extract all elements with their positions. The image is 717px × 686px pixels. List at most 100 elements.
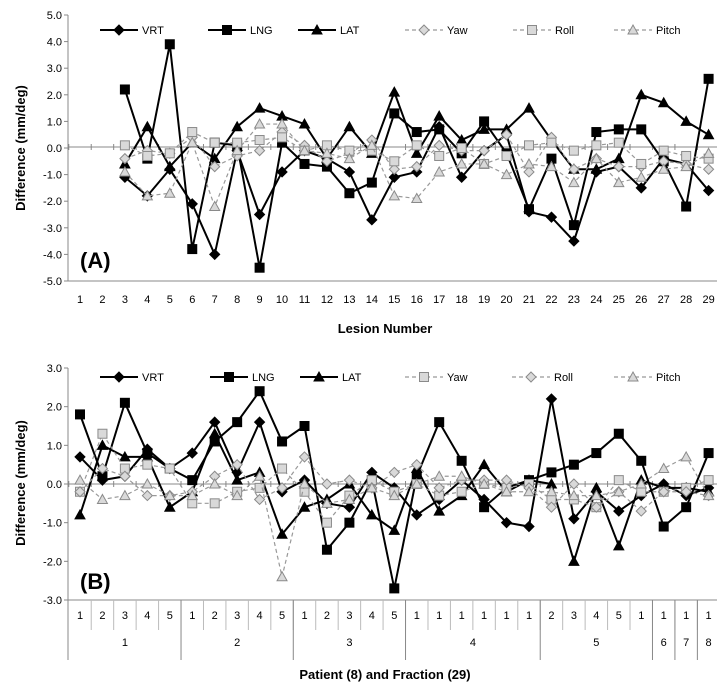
x-tick-label-a: 22 bbox=[545, 294, 557, 306]
data-point-lat bbox=[253, 102, 266, 113]
data-point-pitch bbox=[478, 157, 490, 169]
data-point-roll bbox=[501, 150, 512, 161]
data-point-vrt bbox=[186, 447, 198, 459]
data-point-vrt bbox=[208, 248, 221, 261]
data-point-pitch bbox=[163, 187, 176, 198]
data-point-roll bbox=[590, 501, 603, 513]
legend-marker-lat bbox=[311, 23, 323, 35]
data-point-vrt bbox=[702, 184, 715, 197]
x-tick-label-a: 5 bbox=[167, 294, 173, 306]
data-point-vrt bbox=[253, 416, 266, 428]
y-tick-label-a: -5.0 bbox=[43, 276, 62, 288]
data-point-vrt bbox=[276, 166, 288, 178]
data-point-lat bbox=[612, 539, 625, 551]
x-tick-label-a: 19 bbox=[478, 294, 490, 306]
data-point-yaw bbox=[478, 144, 490, 157]
x-tick-label-b: 4 bbox=[369, 610, 375, 622]
data-point-vrt bbox=[343, 501, 356, 513]
panel-label-b: (B) bbox=[80, 569, 111, 594]
data-point-yaw bbox=[187, 498, 198, 509]
data-point-vrt bbox=[568, 513, 580, 525]
legend-marker-vrt bbox=[113, 24, 125, 36]
data-point-vrt bbox=[500, 516, 513, 529]
data-point-roll bbox=[321, 478, 333, 490]
data-point-lng bbox=[434, 124, 445, 135]
y-axis-label-b: Difference (mm/deg) bbox=[13, 420, 28, 546]
legend-marker-yaw bbox=[418, 24, 430, 36]
x-tick-label-a: 6 bbox=[189, 294, 195, 306]
data-point-vrt bbox=[411, 509, 423, 521]
data-point-vrt bbox=[545, 211, 558, 223]
data-point-lng bbox=[636, 124, 647, 135]
legend-label-pitch: Pitch bbox=[656, 25, 680, 37]
data-point-lat bbox=[231, 474, 243, 485]
data-point-lng bbox=[119, 84, 130, 95]
x-tick-label-a: 23 bbox=[568, 294, 580, 306]
group-label: 3 bbox=[346, 637, 352, 649]
data-point-vrt bbox=[613, 505, 625, 517]
x-tick-label-b: 1 bbox=[436, 610, 442, 622]
data-point-pitch bbox=[208, 477, 221, 489]
x-tick-label-a: 4 bbox=[144, 294, 150, 306]
legend-label-lng: LNG bbox=[252, 372, 275, 384]
data-point-lng bbox=[591, 448, 602, 459]
x-tick-label-b: 1 bbox=[301, 610, 307, 622]
data-point-pitch bbox=[388, 189, 401, 201]
data-point-vrt bbox=[388, 171, 401, 183]
data-point-lng bbox=[389, 583, 400, 594]
data-point-pitch bbox=[74, 474, 86, 485]
x-tick-label-a: 20 bbox=[500, 294, 512, 306]
legend-label-roll: Roll bbox=[554, 372, 573, 384]
data-point-pitch bbox=[141, 477, 154, 489]
data-point-roll bbox=[388, 466, 401, 479]
data-point-lng bbox=[703, 448, 714, 459]
data-point-lng bbox=[591, 127, 602, 138]
data-point-vrt bbox=[186, 198, 198, 210]
x-tick-label-b: 2 bbox=[548, 610, 554, 622]
legend-label-lat: LAT bbox=[340, 25, 360, 37]
data-point-yaw bbox=[97, 428, 108, 439]
data-point-lat bbox=[702, 128, 715, 140]
data-point-pitch bbox=[635, 171, 648, 182]
data-point-lat bbox=[657, 96, 670, 108]
data-point-roll bbox=[74, 486, 86, 498]
data-point-pitch bbox=[433, 165, 446, 177]
data-point-lat bbox=[163, 160, 176, 172]
x-tick-label-a: 13 bbox=[343, 294, 355, 306]
y-tick-label-a: 1.0 bbox=[47, 116, 62, 128]
data-point-pitch bbox=[702, 147, 715, 158]
y-tick-label-b: 0.0 bbox=[47, 479, 62, 491]
data-point-yaw bbox=[119, 152, 131, 165]
data-point-vrt bbox=[74, 451, 86, 463]
data-point-lng bbox=[75, 409, 85, 420]
data-point-lat bbox=[635, 88, 648, 100]
data-point-lat bbox=[680, 115, 692, 126]
data-point-roll bbox=[141, 489, 154, 502]
data-point-roll bbox=[635, 505, 647, 517]
data-point-roll bbox=[500, 474, 513, 486]
data-point-yaw bbox=[702, 163, 715, 175]
series-roll-a bbox=[119, 127, 714, 169]
panel-label-a: (A) bbox=[80, 248, 111, 273]
data-point-roll bbox=[389, 156, 400, 167]
legend-marker-roll bbox=[527, 25, 537, 35]
data-point-yaw bbox=[253, 144, 266, 157]
data-point-roll bbox=[657, 486, 670, 498]
data-point-yaw bbox=[388, 163, 401, 175]
x-tick-label-a: 3 bbox=[122, 294, 128, 306]
data-point-vrt bbox=[545, 393, 558, 405]
x-tick-label-a: 14 bbox=[366, 294, 378, 306]
data-point-pitch bbox=[186, 136, 199, 148]
data-point-yaw bbox=[277, 463, 288, 474]
x-tick-label-b: 1 bbox=[459, 610, 465, 622]
x-tick-label-b: 1 bbox=[481, 610, 487, 622]
x-tick-label-a: 17 bbox=[433, 294, 445, 306]
legend-marker-roll bbox=[525, 371, 537, 383]
data-point-vrt bbox=[455, 171, 468, 183]
x-tick-label-a: 16 bbox=[411, 294, 423, 306]
x-tick-label-a: 1 bbox=[77, 294, 83, 306]
data-point-roll bbox=[231, 458, 243, 471]
x-tick-label-a: 8 bbox=[234, 294, 240, 306]
x-tick-label-a: 12 bbox=[321, 294, 333, 306]
x-axis-label-b: Patient (8) and Fraction (29) bbox=[299, 667, 470, 682]
